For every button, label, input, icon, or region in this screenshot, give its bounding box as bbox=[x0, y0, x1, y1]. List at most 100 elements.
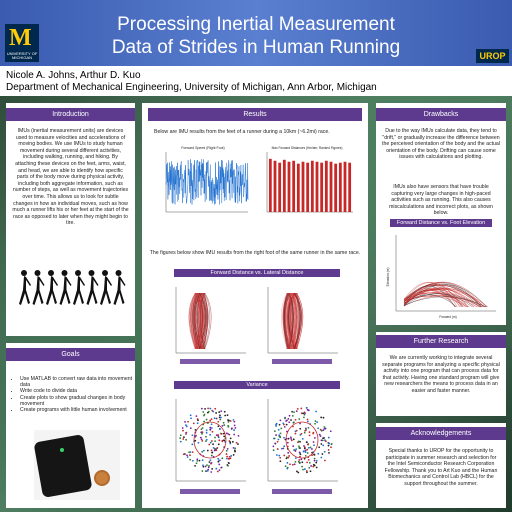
scatter-point bbox=[322, 416, 325, 419]
scatter-point bbox=[318, 446, 321, 449]
scatter-point bbox=[202, 411, 205, 413]
scatter-point bbox=[300, 432, 303, 435]
scatter-point bbox=[229, 437, 232, 440]
poster-title: Processing Inertial Measurement Data of … bbox=[60, 13, 452, 59]
stride-trace bbox=[285, 292, 294, 350]
scatter-point bbox=[303, 447, 306, 450]
scatter-point bbox=[189, 414, 192, 417]
scatter-point bbox=[329, 430, 332, 433]
scatter-point bbox=[202, 464, 204, 467]
runner-body bbox=[59, 276, 72, 305]
scatter-point bbox=[194, 434, 197, 437]
scatter-point bbox=[288, 455, 291, 457]
scatter-point bbox=[209, 459, 212, 462]
scatter-point bbox=[227, 464, 229, 467]
scatter-point bbox=[306, 448, 309, 451]
introduction-text: IMUs (inertial measurement units) are de… bbox=[12, 128, 129, 227]
scatter-point bbox=[313, 457, 316, 460]
author-affiliation: Department of Mechanical Engineering, Un… bbox=[6, 82, 377, 93]
scatter-point bbox=[313, 453, 316, 456]
scatter-point bbox=[211, 440, 213, 442]
scatter-point bbox=[190, 417, 192, 420]
scatter-point bbox=[202, 449, 205, 452]
scatter-point bbox=[184, 424, 187, 426]
scatter-point bbox=[204, 465, 207, 468]
scatter-point bbox=[278, 454, 281, 457]
scatter-point bbox=[222, 421, 225, 424]
scatter-point bbox=[327, 444, 330, 447]
scatter-point bbox=[221, 424, 224, 427]
scatter-point bbox=[215, 417, 218, 420]
scatter-point bbox=[285, 423, 288, 426]
scatter-point bbox=[233, 429, 235, 431]
scatter-point bbox=[200, 407, 203, 410]
scatter-point bbox=[210, 471, 213, 473]
bar bbox=[268, 158, 272, 212]
runner-head bbox=[61, 270, 68, 276]
scatter-point bbox=[205, 440, 207, 442]
goal-item: Use MATLAB to convert raw data into move… bbox=[20, 376, 138, 388]
scatter-point bbox=[204, 407, 206, 410]
scatter-point bbox=[210, 449, 213, 452]
scatter-point bbox=[322, 429, 325, 432]
scatter-point bbox=[218, 469, 221, 472]
scatter-point bbox=[223, 424, 226, 426]
bar bbox=[329, 161, 333, 212]
scatter-point bbox=[330, 443, 333, 445]
scatter-point bbox=[219, 418, 222, 421]
bar bbox=[343, 161, 347, 212]
scatter-point bbox=[221, 457, 224, 460]
scatter-point bbox=[320, 443, 323, 445]
scatter-point bbox=[209, 407, 212, 410]
scatter-point bbox=[201, 470, 204, 472]
scatter-point bbox=[220, 410, 223, 412]
bar bbox=[282, 159, 286, 212]
scatter-point bbox=[297, 471, 300, 474]
scatter-point bbox=[298, 418, 301, 420]
scatter-point bbox=[305, 406, 308, 409]
stride-trace bbox=[403, 290, 467, 308]
scatter-point bbox=[295, 429, 298, 432]
scatter-point bbox=[196, 422, 199, 425]
scatter-point bbox=[237, 435, 240, 437]
scatter-point bbox=[294, 457, 297, 460]
scatter-point bbox=[202, 465, 205, 468]
scatter-point bbox=[233, 420, 236, 423]
scatter-point bbox=[289, 463, 291, 466]
scatter-point bbox=[182, 453, 185, 456]
scatter-point bbox=[217, 460, 220, 463]
author-names: Nicole A. Johns, Arthur D. Kuo bbox=[6, 70, 141, 81]
scatter-point bbox=[303, 457, 306, 460]
scatter-point bbox=[229, 442, 232, 445]
scatter-point bbox=[235, 441, 238, 444]
scatter-point bbox=[217, 425, 220, 428]
scatter-point bbox=[307, 446, 310, 449]
scatter-point bbox=[224, 414, 227, 417]
scatter-point bbox=[191, 459, 194, 462]
scatter-point bbox=[233, 424, 236, 427]
scatter-point bbox=[205, 438, 208, 441]
stride-trace bbox=[403, 284, 488, 308]
stride-trace bbox=[289, 292, 301, 350]
scatter-point bbox=[283, 445, 286, 448]
stride-trace bbox=[285, 292, 296, 350]
scatter-point bbox=[197, 441, 200, 444]
scatter-point bbox=[196, 459, 199, 462]
scatter-point bbox=[310, 465, 312, 467]
scatter-point bbox=[219, 414, 221, 417]
scatter-point bbox=[286, 441, 289, 444]
scatter-point bbox=[290, 437, 293, 440]
further-research-text: We are currently working to integrate se… bbox=[382, 355, 500, 394]
stride-trace bbox=[194, 292, 202, 350]
scatter-point bbox=[209, 419, 212, 422]
stride-trace bbox=[403, 284, 482, 308]
scatter-point bbox=[222, 432, 225, 435]
chart-title: Forward Speed (Right Foot) bbox=[181, 146, 224, 150]
stride-trace bbox=[403, 282, 462, 308]
stride-trace bbox=[197, 292, 208, 350]
stride-trace bbox=[194, 292, 202, 350]
bar bbox=[273, 160, 277, 212]
scatter-point bbox=[288, 414, 291, 417]
variance-plot-left bbox=[175, 399, 246, 494]
scatter-point bbox=[284, 417, 286, 420]
